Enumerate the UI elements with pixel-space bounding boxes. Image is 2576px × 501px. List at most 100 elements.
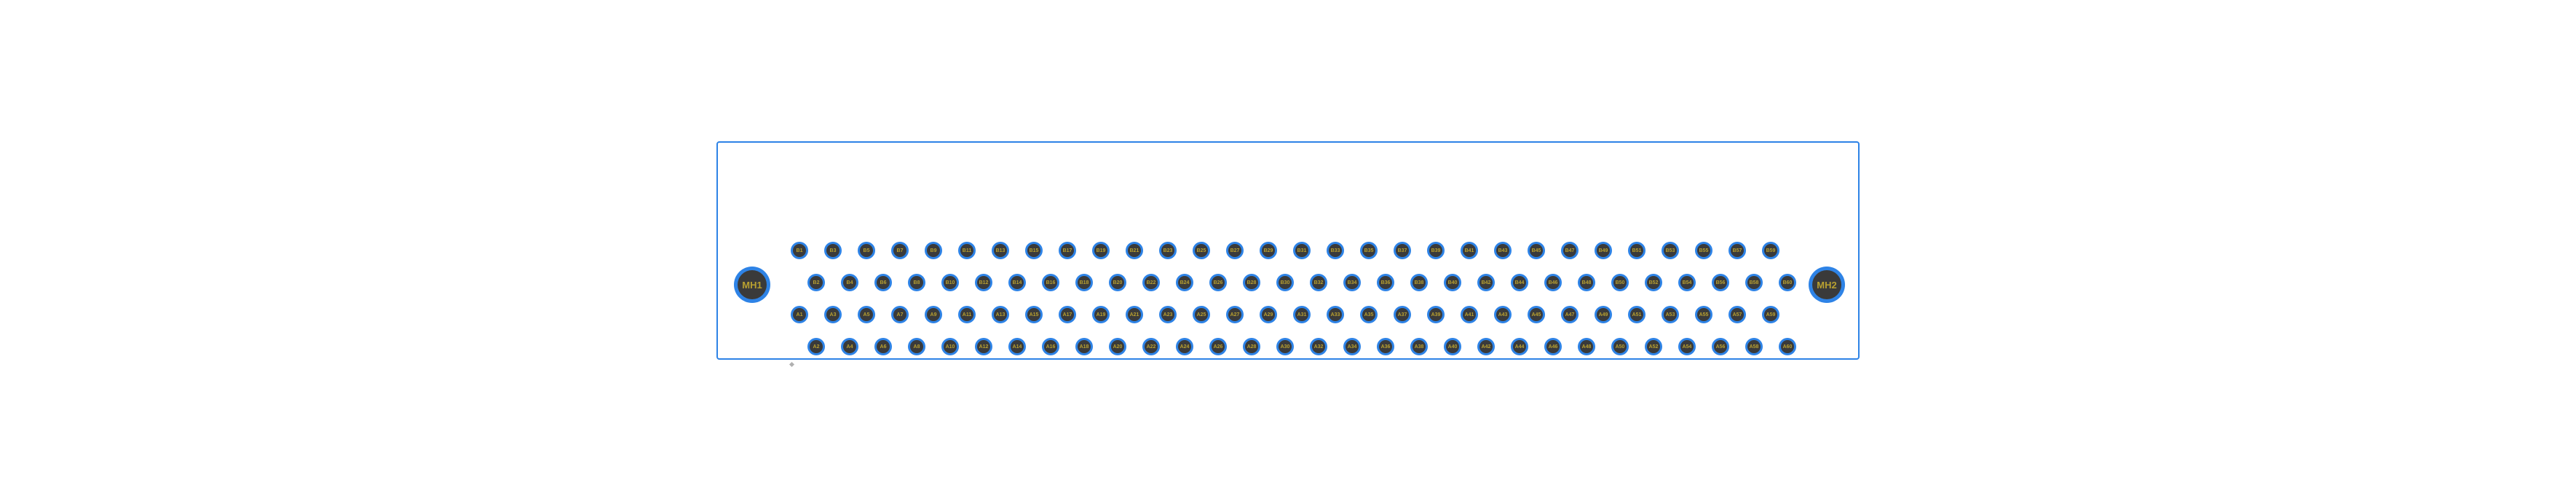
pad-label: B4 xyxy=(847,280,853,285)
pad-a22: A22 xyxy=(1142,338,1160,355)
pad-b49: B49 xyxy=(1595,242,1612,259)
pad-label: B8 xyxy=(914,280,920,285)
pad-label: A14 xyxy=(1013,344,1022,350)
pad-label: A26 xyxy=(1214,344,1223,350)
pad-a6: A6 xyxy=(874,338,892,355)
pad-a50: A50 xyxy=(1611,338,1629,355)
pad-label: A36 xyxy=(1381,344,1391,350)
pad-label: A25 xyxy=(1197,312,1206,317)
pcb-footprint-board: MH1MH2B1B3B5B7B9B11B13B15B17B19B21B23B25… xyxy=(716,141,1860,360)
pad-a32: A32 xyxy=(1310,338,1327,355)
pad-label: A21 xyxy=(1130,312,1139,317)
pad-label: B45 xyxy=(1532,248,1541,253)
pad-b7: B7 xyxy=(891,242,909,259)
pad-label: B58 xyxy=(1750,280,1759,285)
pad-label: A6 xyxy=(880,344,887,350)
pad-b34: B34 xyxy=(1343,274,1361,291)
pad-a31: A31 xyxy=(1293,306,1311,323)
pad-label: B27 xyxy=(1230,248,1240,253)
pad-label: B11 xyxy=(963,248,971,253)
pad-b36: B36 xyxy=(1377,274,1394,291)
pad-b25: B25 xyxy=(1193,242,1210,259)
pad-label: A15 xyxy=(1030,312,1039,317)
pad-label: A9 xyxy=(931,312,937,317)
pad-label: A11 xyxy=(963,312,971,317)
pad-label: A45 xyxy=(1532,312,1541,317)
pad-label: B33 xyxy=(1331,248,1340,253)
pad-a8: A8 xyxy=(908,338,925,355)
pad-b5: B5 xyxy=(858,242,875,259)
pad-a23: A23 xyxy=(1159,306,1177,323)
pad-label: A1 xyxy=(797,312,803,317)
pad-label: B5 xyxy=(864,248,870,253)
pad-a58: A58 xyxy=(1745,338,1763,355)
pad-label: A55 xyxy=(1699,312,1709,317)
pad-b9: B9 xyxy=(925,242,942,259)
pad-label: A35 xyxy=(1364,312,1374,317)
pad-label: B47 xyxy=(1565,248,1575,253)
origin-marker-icon xyxy=(789,362,794,367)
pad-label: A8 xyxy=(914,344,920,350)
pad-b29: B29 xyxy=(1260,242,1277,259)
pad-b44: B44 xyxy=(1511,274,1528,291)
pad-b21: B21 xyxy=(1126,242,1143,259)
pad-label: A59 xyxy=(1766,312,1776,317)
pad-label: A7 xyxy=(897,312,904,317)
pad-a28: A28 xyxy=(1243,338,1260,355)
mounting-hole-mh2: MH2 xyxy=(1809,267,1845,303)
pad-label: A22 xyxy=(1147,344,1156,350)
pad-label: B34 xyxy=(1348,280,1357,285)
pad-a4: A4 xyxy=(841,338,858,355)
pad-label: B16 xyxy=(1046,280,1056,285)
pad-label: A31 xyxy=(1297,312,1307,317)
pad-label: A46 xyxy=(1549,344,1558,350)
pad-label: A58 xyxy=(1750,344,1759,350)
pad-b37: B37 xyxy=(1394,242,1411,259)
pad-label: A3 xyxy=(830,312,837,317)
pad-b18: B18 xyxy=(1075,274,1093,291)
pad-label: A57 xyxy=(1733,312,1742,317)
pad-a56: A56 xyxy=(1712,338,1729,355)
pad-a17: A17 xyxy=(1059,306,1076,323)
pad-label: A40 xyxy=(1448,344,1458,350)
pad-b43: B43 xyxy=(1494,242,1512,259)
pad-label: A17 xyxy=(1063,312,1072,317)
pad-label: B55 xyxy=(1699,248,1709,253)
pad-b8: B8 xyxy=(908,274,925,291)
pad-label: A50 xyxy=(1616,344,1625,350)
pad-label: B31 xyxy=(1297,248,1307,253)
pad-label: B13 xyxy=(996,248,1005,253)
pad-label: A43 xyxy=(1498,312,1508,317)
pad-label: B43 xyxy=(1498,248,1508,253)
pad-label: A48 xyxy=(1582,344,1592,350)
pad-a45: A45 xyxy=(1528,306,1545,323)
pad-b1: B1 xyxy=(791,242,808,259)
pad-a37: A37 xyxy=(1394,306,1411,323)
pad-b31: B31 xyxy=(1293,242,1311,259)
pad-label: B35 xyxy=(1364,248,1374,253)
pad-a48: A48 xyxy=(1578,338,1595,355)
pad-b58: B58 xyxy=(1745,274,1763,291)
pad-label: A10 xyxy=(946,344,955,350)
pad-label: A41 xyxy=(1465,312,1474,317)
pad-b38: B38 xyxy=(1410,274,1428,291)
pad-label: A39 xyxy=(1431,312,1441,317)
pad-a43: A43 xyxy=(1494,306,1512,323)
pad-a10: A10 xyxy=(941,338,959,355)
pad-b56: B56 xyxy=(1712,274,1729,291)
pad-label: B50 xyxy=(1616,280,1625,285)
pad-label: B18 xyxy=(1080,280,1089,285)
pad-a30: A30 xyxy=(1276,338,1294,355)
pad-a49: A49 xyxy=(1595,306,1612,323)
pad-label: B9 xyxy=(931,248,937,253)
pad-label: A27 xyxy=(1230,312,1240,317)
pad-a33: A33 xyxy=(1327,306,1344,323)
pad-label: B1 xyxy=(797,248,803,253)
pad-label: B7 xyxy=(897,248,904,253)
pad-a35: A35 xyxy=(1360,306,1378,323)
pad-label: B56 xyxy=(1716,280,1726,285)
pad-b53: B53 xyxy=(1662,242,1679,259)
pad-a20: A20 xyxy=(1109,338,1126,355)
pad-label: B54 xyxy=(1683,280,1692,285)
pad-label: B41 xyxy=(1465,248,1474,253)
